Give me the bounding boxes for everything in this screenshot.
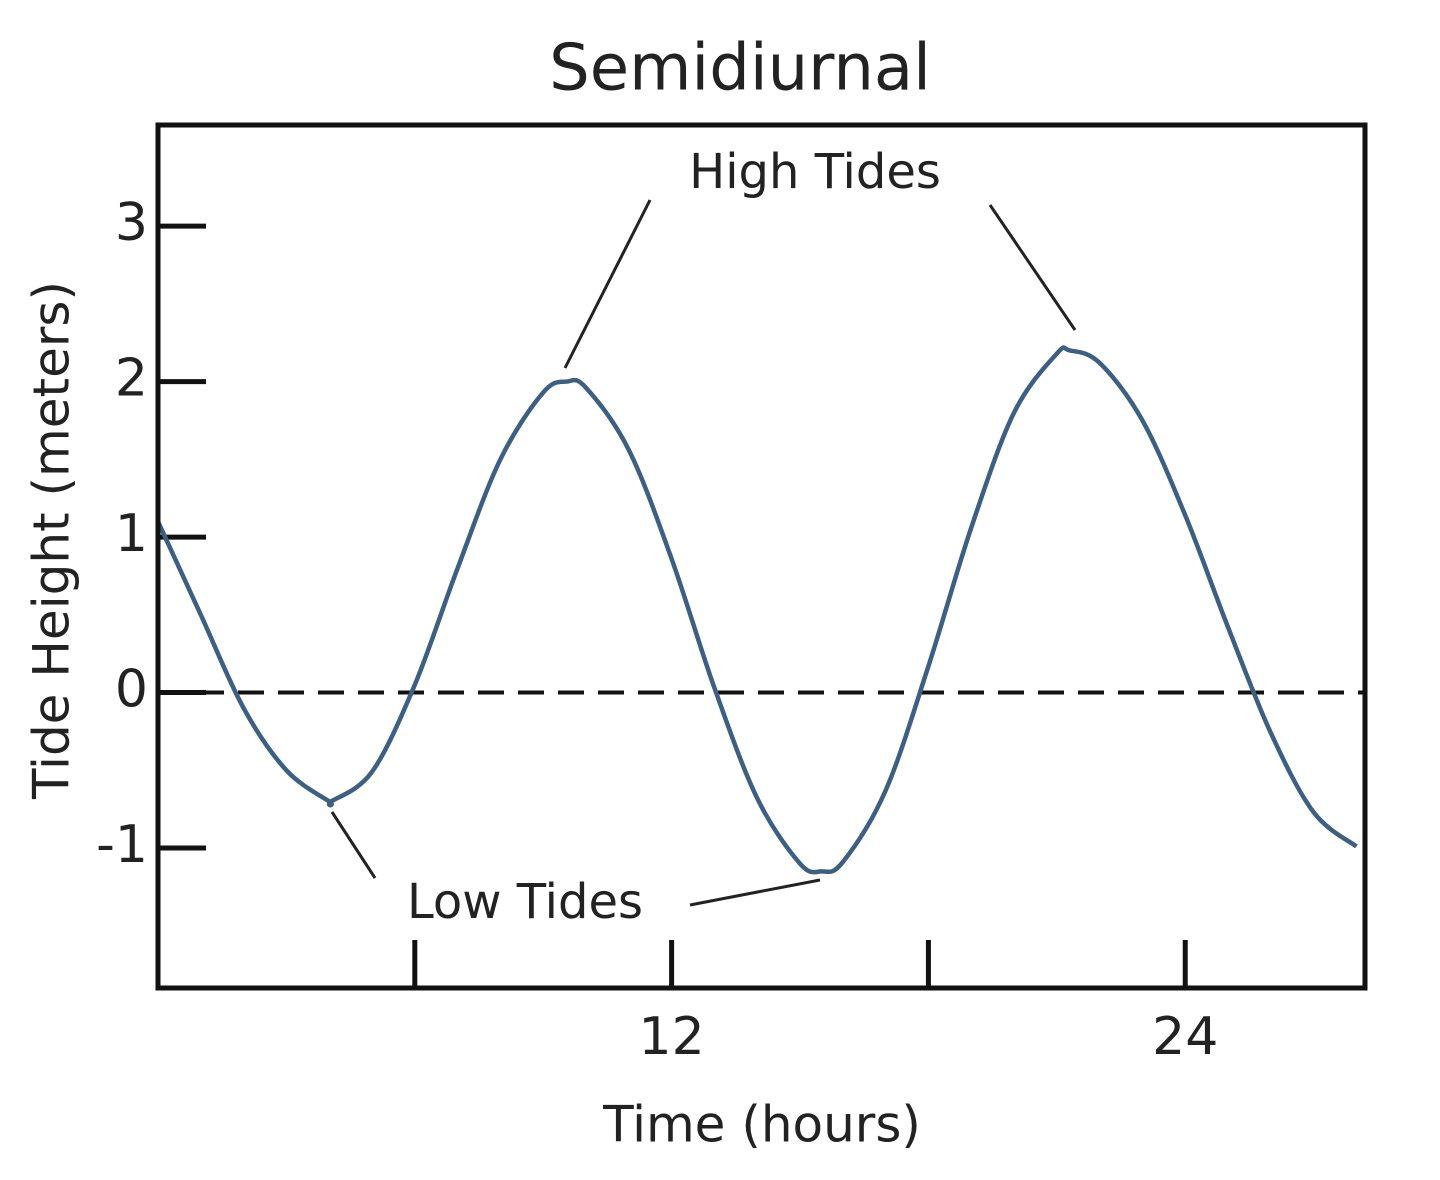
- chart-title: Semidiurnal: [549, 32, 931, 106]
- annotation-line: [563, 199, 652, 369]
- annotation: Low Tides: [407, 874, 643, 930]
- annotation: High Tides: [689, 144, 941, 200]
- y-axis-label: Tide Height (meters): [23, 281, 81, 800]
- y-tick-label: 0: [115, 660, 148, 720]
- y-tick-label: 2: [115, 349, 148, 409]
- annotation-line: [988, 204, 1077, 331]
- annotation-line: [689, 878, 821, 907]
- x-tick-label: 12: [639, 1007, 705, 1067]
- annotation-line: [330, 811, 377, 879]
- tide-curve: [155, 345, 1358, 875]
- y-tick-label: 1: [115, 504, 148, 564]
- y-tick-label: 3: [115, 193, 148, 253]
- x-tick-label: 24: [1152, 1007, 1218, 1067]
- plot-frame: [155, 122, 1368, 991]
- y-tick-label: -1: [96, 815, 148, 875]
- x-axis-label: Time (hours): [602, 1096, 921, 1154]
